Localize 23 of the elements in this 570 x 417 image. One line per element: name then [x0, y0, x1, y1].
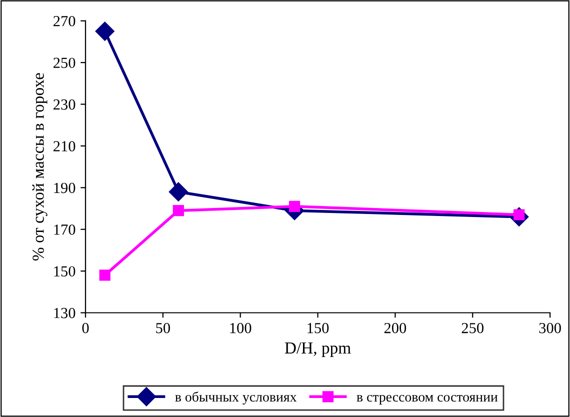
- y-tick-label: 170: [54, 224, 76, 235]
- x-tick-label: 100: [230, 322, 252, 334]
- y-tick-label: 230: [54, 99, 76, 110]
- y-tick-label: 210: [54, 141, 76, 152]
- point: [99, 270, 110, 281]
- x-tick-label: 150: [308, 322, 329, 334]
- point: [168, 182, 188, 202]
- y-tick-label: 190: [54, 182, 76, 194]
- x-tick-label: 250: [462, 322, 484, 334]
- y-tick-label: 130: [54, 308, 76, 318]
- x-tick-label: 0: [82, 322, 89, 334]
- legend-label: в обычных условиях: [175, 392, 297, 404]
- x-tick-label: 200: [384, 322, 406, 334]
- y-tick-label: 150: [54, 266, 76, 276]
- y-tick-label: 270: [54, 16, 76, 26]
- point: [95, 22, 114, 41]
- legend-label: в стрессовом состоянии: [356, 394, 498, 404]
- x-axis-title: D/H, ppm: [284, 342, 351, 357]
- x-tick-label: 300: [539, 322, 561, 334]
- point: [172, 205, 184, 216]
- y-tick-label: 250: [54, 58, 76, 68]
- y-axis-title: % от сухой массы в горохе: [32, 73, 48, 261]
- x-tick-label: 50: [156, 322, 170, 334]
